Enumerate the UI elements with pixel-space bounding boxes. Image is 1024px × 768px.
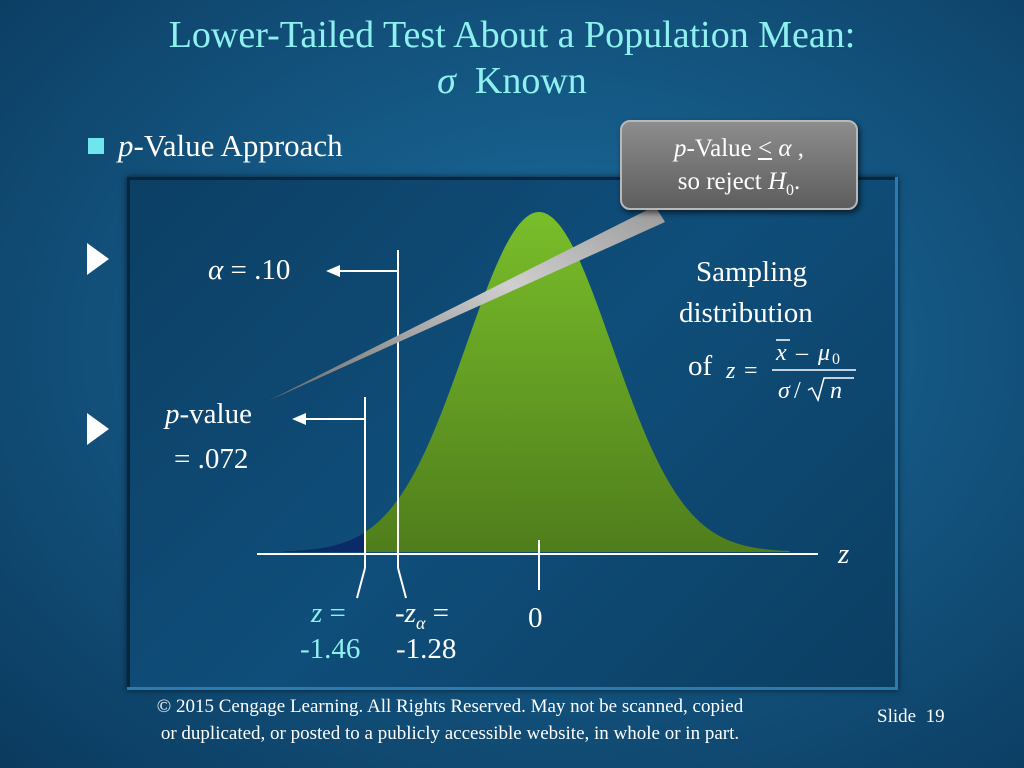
bullet-pvalue-approach: p-Value Approach — [88, 128, 343, 164]
formula-sigma: σ — [778, 378, 791, 404]
z-observed-label: z = — [311, 597, 346, 630]
normal-curve — [283, 212, 790, 552]
slide-number: Slide 19 — [877, 706, 945, 728]
callout-h: H — [767, 168, 787, 195]
sampling-of: of — [688, 350, 713, 382]
sigma-symbol: σ — [437, 60, 456, 102]
bullet-text: -Value Approach — [133, 128, 343, 163]
callout-line-2: so reject H0. — [622, 165, 856, 207]
callout-leq: < — [758, 135, 773, 162]
callout-h-sub: 0 — [786, 182, 795, 199]
z-formula: z = x – μ 0 σ / n — [725, 339, 856, 404]
alpha-label: α = .10 — [208, 254, 290, 287]
square-bullet-icon — [88, 138, 104, 154]
formula-xbar: x — [775, 340, 787, 366]
pvalue-text: -value — [179, 398, 252, 430]
copyright-footer: © 2015 Cengage Learning. All Rights Rese… — [70, 693, 830, 747]
callout-box: p-Value < α , so reject H0. — [620, 120, 858, 210]
callout-p: p — [674, 135, 687, 162]
title-known: Known — [474, 60, 587, 102]
formula-z: z — [725, 358, 736, 384]
footer-line-1: © 2015 Cengage Learning. All Rights Rese… — [156, 696, 744, 717]
slide-title: Lower-Tailed Test About a Population Mea… — [0, 12, 1024, 104]
bullet-p: p — [118, 128, 134, 163]
formula-mu-sub: 0 — [832, 351, 840, 368]
pvalue-number: = .072 — [174, 443, 249, 475]
z-alpha-minus: - — [395, 597, 405, 629]
callout-pointer — [268, 206, 665, 401]
z-alpha-label: -zα = — [395, 597, 449, 634]
pvalue-label: p-value — [165, 398, 252, 431]
formula-equals: = — [744, 358, 758, 384]
callout-comma: , — [791, 135, 804, 162]
pvalue-arrowhead-icon — [292, 413, 306, 425]
sampling-line-2: distribution — [679, 297, 813, 329]
play-arrow-icon-1[interactable] — [87, 243, 109, 275]
alpha-arrowhead-icon — [326, 265, 340, 277]
z-observed-var: z — [311, 597, 323, 629]
formula-mu: μ — [817, 340, 830, 366]
z-observed-eq: = — [322, 597, 346, 629]
callout-period: . — [794, 168, 801, 195]
title-line-2: σ Known — [0, 58, 1024, 104]
pvalue-p: p — [165, 398, 180, 430]
callout-value-text: -Value — [686, 135, 758, 162]
formula-n: n — [830, 378, 842, 404]
test-statistic-leader — [356, 567, 366, 599]
slide-number-value: 19 — [925, 706, 945, 727]
footer-line-2: or duplicated, or posted to a publicly a… — [160, 723, 740, 744]
critical-value-leader — [397, 567, 407, 599]
z-alpha-eq: = — [425, 597, 450, 629]
z-alpha-value: -1.28 — [396, 633, 457, 665]
zero-label: 0 — [528, 602, 543, 634]
sampling-line-1: Sampling — [696, 256, 808, 288]
slide-label: Slide — [877, 706, 917, 727]
z-alpha-sub: α — [415, 612, 426, 633]
formula-slash: / — [794, 378, 801, 404]
callout-line-1: p-Value < α , — [622, 132, 856, 165]
z-axis-label: z — [838, 538, 850, 570]
play-arrow-icon-2[interactable] — [87, 413, 109, 445]
callout-reject-text: so reject — [677, 168, 768, 195]
callout-alpha: α — [778, 135, 792, 162]
lower-tail-area — [283, 532, 365, 552]
formula-minus: – — [795, 340, 809, 366]
alpha-value: = .10 — [223, 254, 291, 286]
z-observed-value: -1.46 — [300, 633, 361, 665]
alpha-symbol: α — [208, 254, 224, 286]
sqrt-icon — [807, 377, 854, 403]
title-line-1: Lower-Tailed Test About a Population Mea… — [168, 14, 856, 56]
z-alpha-var: z — [404, 597, 416, 629]
